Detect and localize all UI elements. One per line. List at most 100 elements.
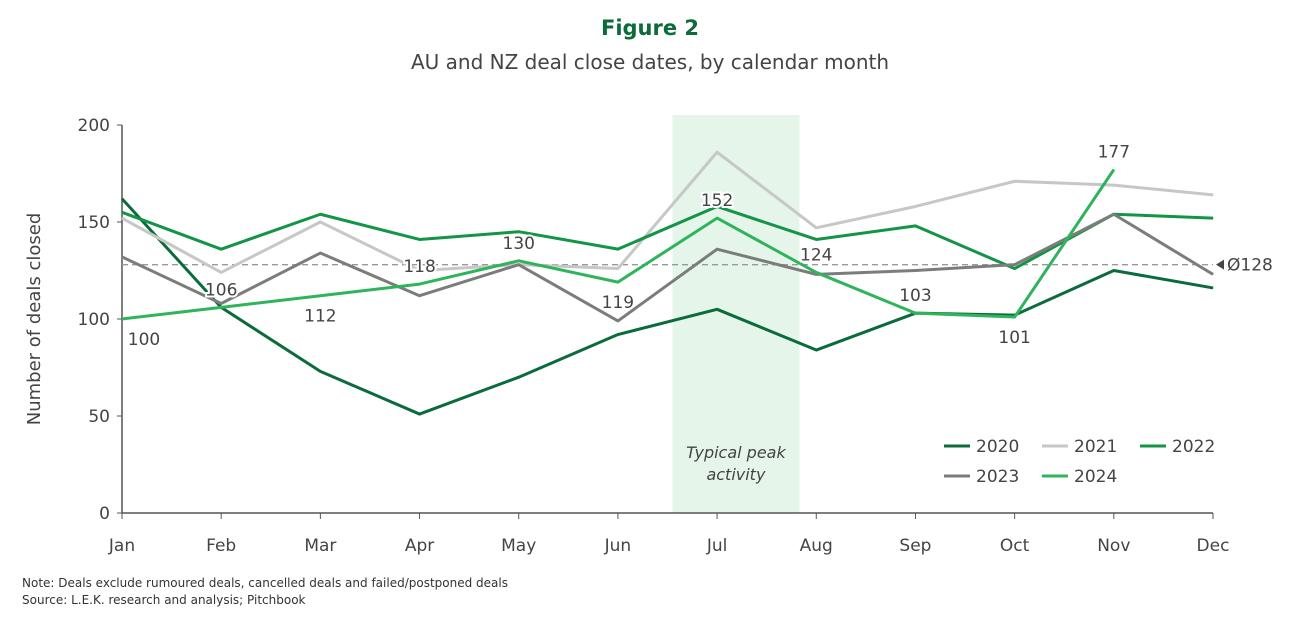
data-point-2020 [319, 370, 321, 372]
data-point-2022 [716, 205, 718, 207]
x-tick-label: Jan [108, 536, 135, 556]
data-point-2022 [319, 213, 321, 215]
x-tick-label: Mar [304, 536, 336, 556]
data-point-2022 [220, 248, 222, 250]
series-line-2021 [121, 150, 1214, 274]
data-point-2023 [518, 264, 520, 266]
data-label: 103 [899, 286, 931, 306]
data-label: 118 [403, 257, 435, 277]
x-tick-label: Jun [604, 536, 632, 556]
x-tick-label: Oct [1000, 536, 1030, 556]
data-point-2023 [319, 252, 321, 254]
x-tick-label: Aug [800, 536, 833, 556]
data-point-2024 [617, 281, 619, 283]
data-label: 100 [128, 330, 160, 350]
chart-subtitle: AU and NZ deal close dates, by calendar … [410, 50, 890, 74]
x-tick-label: Sep [899, 536, 931, 556]
data-label: 124 [800, 245, 832, 265]
data-point-2021 [1212, 194, 1214, 196]
series-line-2020 [120, 197, 1214, 416]
data-label: 152 [701, 191, 733, 211]
data-point-2021 [419, 270, 421, 271]
data-point-2022 [121, 211, 123, 213]
data-point-2023 [220, 302, 222, 304]
data-point-2023 [617, 320, 619, 322]
data-point-2023 [1113, 213, 1115, 215]
data-point-2020 [617, 334, 619, 336]
y-tick-label: 100 [78, 310, 110, 330]
data-point-2023 [1014, 264, 1016, 266]
y-tick-label: 150 [78, 213, 110, 233]
chart-title: Figure 2 [600, 16, 700, 40]
x-tick-label: Feb [206, 536, 236, 556]
average-label: Ø128 [1227, 256, 1273, 276]
data-point-2021 [716, 151, 718, 153]
data-point-2022 [1212, 217, 1214, 219]
data-point-2024 [815, 271, 817, 273]
note-text: Note: Deals exclude rumoured deals, canc… [22, 576, 508, 590]
data-point-2024 [1014, 316, 1016, 318]
data-point-2021 [1113, 184, 1115, 186]
data-point-2021 [617, 268, 619, 270]
data-label: 177 [1098, 143, 1130, 163]
data-point-2021 [220, 271, 222, 273]
highlight-label-line1: Typical peak [686, 443, 786, 462]
data-point-2022 [1014, 268, 1016, 270]
data-point-2021 [914, 205, 916, 207]
data-point-2022 [815, 238, 817, 240]
y-tick-label: 50 [88, 407, 110, 427]
data-point-2024 [121, 318, 123, 320]
data-point-2024 [914, 312, 916, 314]
data-point-2020 [1113, 270, 1115, 271]
data-label: 101 [998, 328, 1030, 348]
legend-label-2021: 2021 [1074, 437, 1117, 457]
data-point-2022 [617, 248, 619, 250]
data-point-2023 [716, 248, 718, 250]
data-point-2024 [220, 306, 222, 308]
data-point-2021 [1014, 180, 1016, 182]
average-marker [1216, 259, 1224, 270]
data-point-2023 [419, 295, 421, 297]
data-label: 106 [205, 280, 237, 300]
x-tick-label: Dec [1197, 536, 1230, 556]
data-point-2024 [1113, 169, 1115, 171]
data-point-2024 [716, 217, 718, 219]
data-point-2020 [815, 349, 817, 351]
data-point-2020 [1212, 287, 1214, 289]
y-tick-label: 0 [99, 504, 110, 524]
data-point-2020 [716, 308, 718, 310]
x-tick-label: May [501, 536, 536, 556]
data-point-2021 [319, 221, 321, 223]
highlight-label-line2: activity [706, 465, 766, 484]
source-text: Source: L.E.K. research and analysis; Pi… [22, 593, 306, 607]
legend-label-2020: 2020 [976, 437, 1019, 457]
x-tick-label: Apr [405, 536, 434, 556]
series-line-2022 [121, 204, 1214, 271]
data-point-2024 [518, 260, 520, 262]
data-point-2022 [914, 225, 916, 227]
data-point-2024 [419, 283, 421, 285]
data-point-2023 [914, 270, 916, 271]
data-point-2020 [419, 413, 421, 415]
data-point-2024 [319, 295, 321, 297]
data-point-2020 [121, 198, 123, 200]
series-line-2023 [121, 212, 1214, 323]
data-label: 112 [304, 307, 336, 327]
data-point-2021 [815, 227, 817, 229]
data-point-2020 [518, 376, 520, 378]
data-point-2021 [121, 217, 123, 219]
data-point-2023 [121, 256, 123, 258]
legend-label-2023: 2023 [976, 467, 1019, 487]
data-point-2022 [419, 238, 421, 240]
data-label: 119 [602, 293, 634, 313]
data-point-2023 [1212, 273, 1214, 275]
x-tick-label: Nov [1097, 536, 1130, 556]
legend-label-2022: 2022 [1172, 437, 1215, 457]
x-tick-label: Jul [706, 536, 728, 556]
legend-label-2024: 2024 [1074, 467, 1117, 487]
data-point-2022 [518, 231, 520, 233]
y-axis-label: Number of deals closed [24, 213, 45, 426]
y-tick-label: 200 [78, 116, 110, 136]
data-label: 130 [503, 234, 535, 254]
